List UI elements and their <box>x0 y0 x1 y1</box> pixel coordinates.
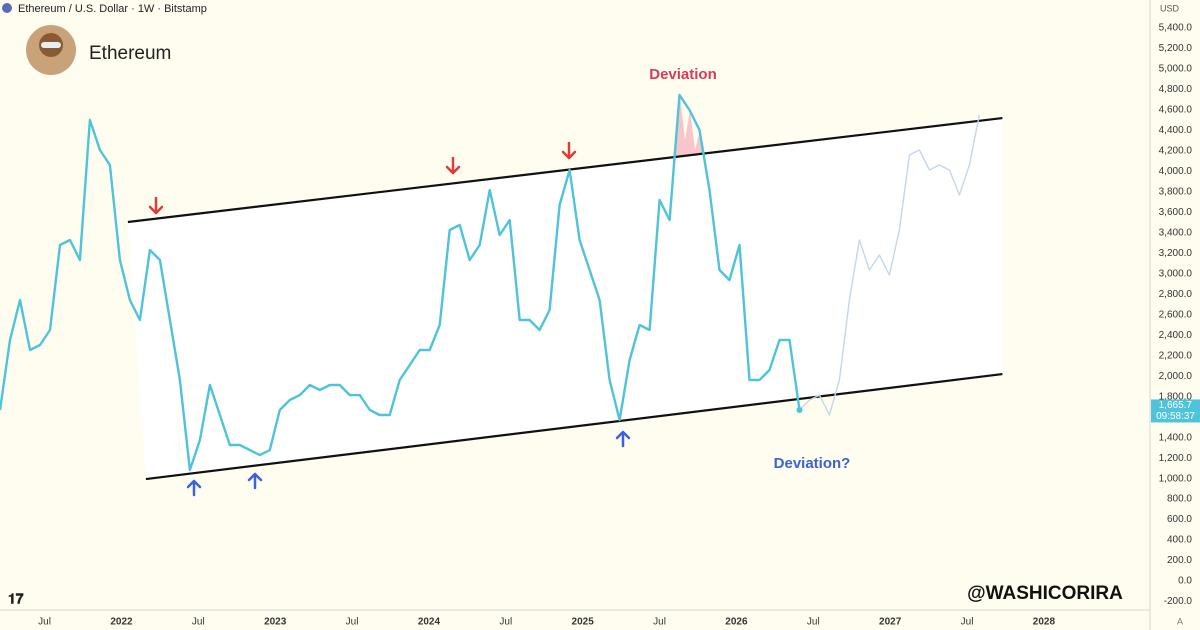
red-arrows <box>148 141 577 215</box>
x-tick-label: Jul <box>807 617 820 628</box>
y-tick-label: 3,000.0 <box>1159 268 1193 279</box>
y-tick-label: 600.0 <box>1167 514 1192 525</box>
y-tick-label: 5,000.0 <box>1159 64 1193 75</box>
y-tick-label: 2,400.0 <box>1159 330 1193 341</box>
symbol-title: Ethereum / U.S. Dollar · 1W · Bitstamp <box>18 3 207 15</box>
currency: USD <box>1160 3 1180 13</box>
y-tick-label: 5,200.0 <box>1159 43 1193 54</box>
logo: 𝟏𝟕 <box>8 591 24 607</box>
price-line <box>799 114 980 416</box>
x-tick-label: 2025 <box>572 617 595 628</box>
avatar-glasses <box>41 42 61 48</box>
y-tick-label: 2,000.0 <box>1159 371 1193 382</box>
arrow-down <box>148 196 164 215</box>
price-line <box>0 93 801 472</box>
y-tick-label: 400.0 <box>1167 535 1192 546</box>
countdown: 09:58:37 <box>1156 411 1195 422</box>
axis-layer: -200.0 0.0 200.0 400.0 600.0 800.0 1,000.0 1,20… <box>38 23 1200 628</box>
channel-fill <box>127 118 1003 480</box>
x-tick-label: Jul <box>38 617 51 628</box>
x-tick-label: Jul <box>192 617 205 628</box>
deviation-fill <box>673 95 704 157</box>
x-tick-label: Jul <box>499 617 512 628</box>
arrow-down <box>445 156 461 175</box>
y-tick-label: 4,200.0 <box>1159 146 1193 157</box>
y-tick-label: 5,400.0 <box>1159 23 1193 34</box>
y-tick-label: 4,000.0 <box>1159 166 1193 177</box>
y-tick-label: 1,000.0 <box>1159 473 1193 484</box>
x-tick-label: Jul <box>346 617 359 628</box>
y-tick-label: 3,200.0 <box>1159 248 1193 259</box>
y-tick-label: 2,200.0 <box>1159 350 1193 361</box>
y-tick-label: 3,400.0 <box>1159 227 1193 238</box>
y-tick-label: 1,800.0 <box>1159 391 1193 402</box>
annotation: Deviation? <box>774 455 851 472</box>
y-tick-label: 4,600.0 <box>1159 105 1193 116</box>
blue-arrows <box>186 430 631 497</box>
y-tick-label: 3,800.0 <box>1159 187 1193 198</box>
channel-line <box>145 372 1003 481</box>
y-tick-label: 1,200.0 <box>1159 453 1193 464</box>
y-tick-label: 800.0 <box>1167 494 1192 505</box>
y-tick-label: 200.0 <box>1167 555 1192 566</box>
arrow-up <box>186 479 202 497</box>
price-tag-label: 1,665.7 <box>1159 400 1193 411</box>
x-tick-label: 2027 <box>879 617 902 628</box>
last-point <box>796 407 803 414</box>
y-tick-label: 2,800.0 <box>1159 289 1193 300</box>
channel-layer <box>127 118 1003 480</box>
y-tick-label: 3,600.0 <box>1159 207 1193 218</box>
auto-scale[interactable]: A <box>1177 616 1183 626</box>
x-tick-label: Jul <box>961 617 974 628</box>
y-tick-label: 0.0 <box>1178 576 1192 587</box>
y-tick-label: -200.0 <box>1164 596 1193 607</box>
price-tag <box>1151 399 1200 423</box>
y-axis-area <box>1150 0 1200 630</box>
title: Ethereum <box>89 43 171 64</box>
x-tick-label: Jul <box>653 617 666 628</box>
x-tick-label: 2024 <box>418 617 441 628</box>
x-tick-label: 2028 <box>1033 617 1056 628</box>
y-tick-label: 1,400.0 <box>1159 432 1193 443</box>
watermark: @WASHICORIRA <box>967 583 1123 604</box>
y-tick-label: 2,600.0 <box>1159 309 1193 320</box>
y-tick-label: 4,400.0 <box>1159 125 1193 136</box>
symbol-icon <box>2 3 12 13</box>
arrow-up <box>247 472 263 490</box>
x-tick-label: 2026 <box>725 617 748 628</box>
arrow-down <box>561 141 577 160</box>
arrow-up <box>615 430 631 448</box>
plot-layer <box>0 93 1003 481</box>
x-tick-label: 2023 <box>264 617 287 628</box>
x-tick-label: 2022 <box>110 617 133 628</box>
channel-line <box>127 116 1003 224</box>
avatar <box>26 25 76 75</box>
y-tick-label: 4,800.0 <box>1159 84 1193 95</box>
annotation: Deviation <box>649 66 717 83</box>
